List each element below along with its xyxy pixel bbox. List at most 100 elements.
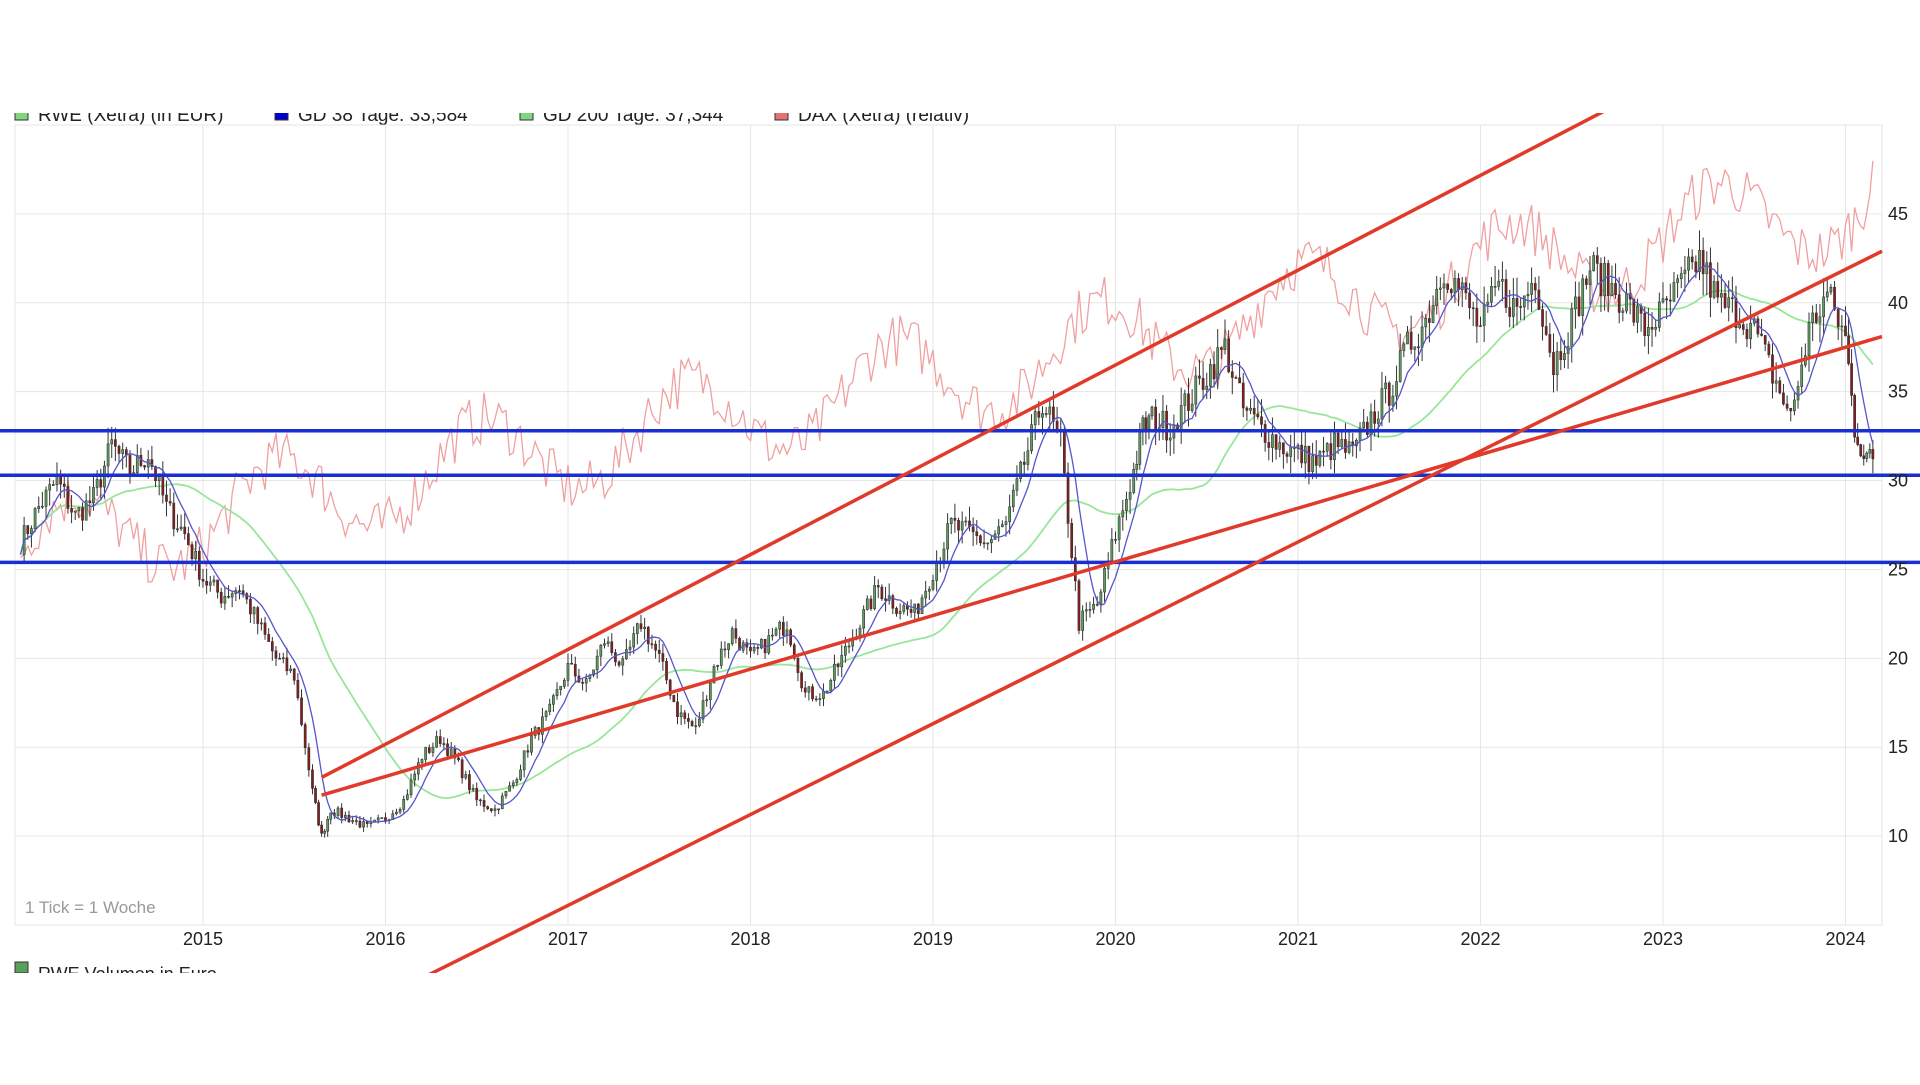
candle-body	[435, 736, 438, 748]
channel-line	[320, 249, 1883, 1030]
candle-body	[1187, 393, 1190, 411]
candle-body	[734, 628, 738, 639]
candle-body	[573, 663, 577, 677]
candle-body	[1325, 443, 1329, 452]
candle-body	[665, 661, 668, 681]
candle-body	[1205, 385, 1209, 390]
candle-body	[760, 638, 763, 649]
candle-body	[650, 643, 654, 646]
candle-body	[446, 743, 449, 756]
candle-body	[1128, 492, 1132, 500]
candle-body	[150, 459, 154, 467]
candle-body	[1621, 310, 1625, 313]
candle-body	[1329, 443, 1333, 461]
candle-body	[1847, 335, 1850, 364]
candle-body	[555, 689, 559, 697]
candle-body	[1734, 298, 1738, 329]
candle-body	[70, 508, 73, 513]
candle-body	[460, 759, 464, 779]
candle-body	[114, 439, 117, 447]
candle-body	[1862, 455, 1866, 459]
candle-body	[570, 662, 573, 665]
candle-body	[110, 439, 114, 445]
candle-body	[406, 794, 409, 800]
candle-body	[1606, 263, 1610, 297]
candle-body	[986, 542, 990, 545]
candle-body	[1840, 325, 1844, 328]
candle-body	[1723, 293, 1727, 308]
candle-body	[566, 662, 570, 681]
candle-body	[1190, 403, 1194, 411]
candle-body	[646, 626, 650, 645]
candle-body	[1249, 407, 1252, 411]
candle-body	[1041, 413, 1044, 418]
candle-body	[876, 585, 880, 588]
candle-body	[1793, 399, 1796, 412]
candle-body	[1011, 489, 1015, 508]
candle-body	[1318, 450, 1322, 466]
candle-body	[1030, 424, 1033, 451]
candle-body	[964, 520, 968, 523]
candle-body	[1227, 338, 1230, 373]
candle-body	[497, 808, 500, 811]
candle-body	[1807, 322, 1811, 357]
candle-body	[1584, 278, 1588, 285]
candle-body	[500, 795, 504, 810]
candle-body	[971, 526, 975, 533]
candle-body	[836, 663, 840, 668]
candle-body	[979, 535, 982, 544]
candle-body	[1406, 331, 1409, 345]
candle-body	[323, 830, 326, 834]
candle-body	[424, 747, 427, 760]
candle-body	[1198, 375, 1201, 379]
candle-body	[336, 807, 340, 816]
candle-body	[413, 773, 417, 781]
candle-body	[121, 449, 125, 454]
candle-body	[223, 596, 227, 604]
candle-body	[30, 528, 33, 534]
candle-body	[1409, 331, 1413, 350]
candle-body	[1504, 279, 1508, 308]
candle-body	[285, 657, 289, 672]
candle-body	[891, 595, 895, 609]
candle-body	[1453, 278, 1457, 294]
candle-body	[1241, 382, 1245, 409]
candle-body	[1712, 281, 1716, 298]
candle-body	[1252, 407, 1256, 415]
candle-body	[1438, 287, 1442, 290]
candle-body	[1365, 421, 1369, 435]
candle-body	[482, 800, 486, 807]
candle-body	[1398, 350, 1402, 382]
candle-body	[165, 494, 168, 502]
candle-body	[1084, 609, 1088, 612]
candle-body	[683, 712, 687, 719]
candle-body	[1559, 351, 1563, 361]
candle-body	[208, 581, 212, 586]
candle-body	[792, 644, 796, 659]
candle-body	[1617, 294, 1621, 313]
candle-body	[1336, 432, 1340, 448]
candle-body	[1756, 318, 1760, 335]
candle-body	[690, 721, 694, 727]
candle-body	[1785, 403, 1789, 409]
candle-body	[1767, 343, 1771, 356]
candle-body	[1778, 380, 1782, 394]
candle-body	[1581, 278, 1585, 316]
candle-body	[796, 658, 800, 673]
candle-body	[1555, 351, 1559, 376]
candle-body	[1132, 468, 1136, 493]
candle-body	[698, 718, 701, 727]
candle-body	[1818, 316, 1822, 323]
candle-body	[354, 820, 358, 822]
candle-body	[216, 579, 219, 593]
candle-body	[606, 641, 610, 644]
candle-body	[449, 748, 453, 756]
candle-body	[1015, 478, 1019, 491]
candle-body	[730, 628, 734, 645]
candle-body	[212, 579, 216, 583]
candle-body	[1442, 283, 1446, 289]
y-tick-label: 35	[1888, 382, 1908, 402]
candle-body	[1256, 413, 1260, 418]
candle-body	[241, 590, 245, 594]
